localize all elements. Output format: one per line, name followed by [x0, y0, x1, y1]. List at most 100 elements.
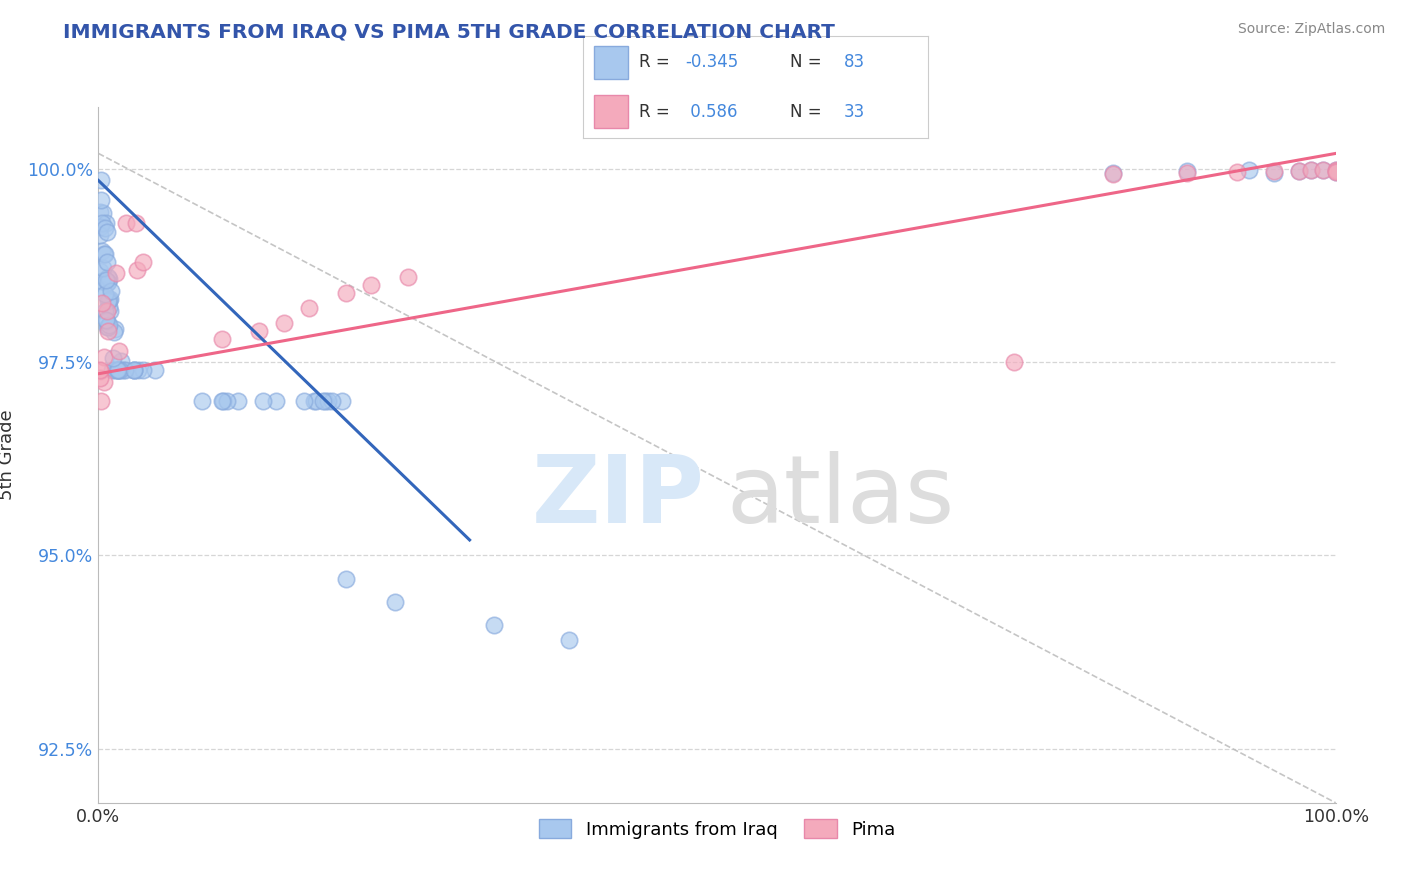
Point [89, 363, 111, 377]
Point [132, 363, 155, 377]
Point [1175, 166, 1198, 180]
Text: 83: 83 [844, 54, 865, 71]
Point [396, 270, 419, 285]
Point [100, 285, 122, 299]
Point [94, 304, 117, 318]
Point [89, 227, 111, 242]
Point [125, 262, 148, 277]
Point [1237, 163, 1260, 178]
Point [89, 362, 111, 376]
Point [91, 295, 114, 310]
Text: R =: R = [638, 54, 675, 71]
Point [335, 572, 357, 586]
Point [1102, 167, 1125, 181]
Point [1102, 166, 1125, 180]
Point [103, 325, 125, 339]
Point [98, 303, 121, 318]
Point [90, 193, 112, 207]
Point [305, 393, 328, 408]
Point [314, 393, 336, 408]
Point [91, 206, 114, 220]
Text: atlas: atlas [727, 450, 955, 542]
Text: R =: R = [638, 103, 675, 120]
Point [215, 393, 238, 408]
Point [105, 363, 128, 377]
Point [104, 363, 127, 377]
Point [93, 351, 115, 365]
Point [89, 205, 111, 219]
Point [96, 276, 118, 290]
Point [101, 363, 124, 377]
Point [292, 393, 315, 408]
Text: IMMIGRANTS FROM IRAQ VS PIMA 5TH GRADE CORRELATION CHART: IMMIGRANTS FROM IRAQ VS PIMA 5TH GRADE C… [63, 22, 835, 41]
Point [211, 393, 233, 408]
Point [316, 393, 339, 408]
Point [96, 320, 118, 334]
Point [91, 261, 114, 276]
Point [94, 216, 117, 230]
Point [1324, 165, 1347, 179]
Point [312, 393, 335, 408]
Point [273, 317, 295, 331]
Point [1226, 165, 1249, 179]
Point [252, 393, 274, 408]
Point [122, 363, 145, 377]
Point [108, 363, 131, 377]
Point [557, 633, 579, 648]
Point [127, 363, 149, 377]
Point [96, 303, 118, 318]
Text: N =: N = [790, 54, 827, 71]
Point [132, 255, 155, 269]
Point [96, 225, 118, 239]
Point [89, 263, 111, 277]
Point [484, 618, 506, 632]
Point [1002, 355, 1025, 369]
Point [91, 274, 114, 288]
Point [108, 363, 131, 377]
Point [94, 247, 117, 261]
Point [1324, 165, 1347, 179]
Point [1324, 162, 1347, 177]
Point [97, 324, 120, 338]
Point [122, 363, 145, 377]
Point [104, 322, 127, 336]
Point [1299, 163, 1322, 178]
Point [122, 363, 145, 377]
Point [335, 285, 357, 300]
Point [1175, 164, 1198, 178]
Point [90, 173, 112, 187]
Bar [593, 95, 628, 128]
Point [266, 393, 288, 408]
Point [94, 221, 117, 235]
Point [143, 363, 166, 377]
Point [1288, 164, 1310, 178]
Point [302, 393, 325, 408]
Point [96, 314, 118, 328]
Legend: Immigrants from Iraq, Pima: Immigrants from Iraq, Pima [531, 812, 903, 846]
Point [98, 318, 121, 332]
Point [108, 343, 131, 358]
Point [94, 286, 117, 301]
Point [93, 246, 115, 260]
Text: -0.345: -0.345 [685, 54, 738, 71]
Text: Source: ZipAtlas.com: Source: ZipAtlas.com [1237, 22, 1385, 37]
Point [89, 220, 111, 235]
Point [211, 393, 233, 408]
Point [330, 393, 353, 408]
Point [1324, 162, 1347, 177]
Point [90, 244, 112, 258]
Point [298, 301, 321, 315]
Point [211, 332, 233, 346]
Bar [593, 45, 628, 78]
Point [1263, 166, 1285, 180]
Text: N =: N = [790, 103, 827, 120]
Point [114, 216, 136, 230]
Point [91, 216, 114, 230]
Text: ZIP: ZIP [531, 450, 704, 542]
Point [97, 275, 120, 289]
Point [226, 393, 249, 408]
Point [384, 595, 406, 609]
Point [98, 292, 121, 306]
Point [96, 273, 118, 287]
Point [107, 363, 129, 377]
